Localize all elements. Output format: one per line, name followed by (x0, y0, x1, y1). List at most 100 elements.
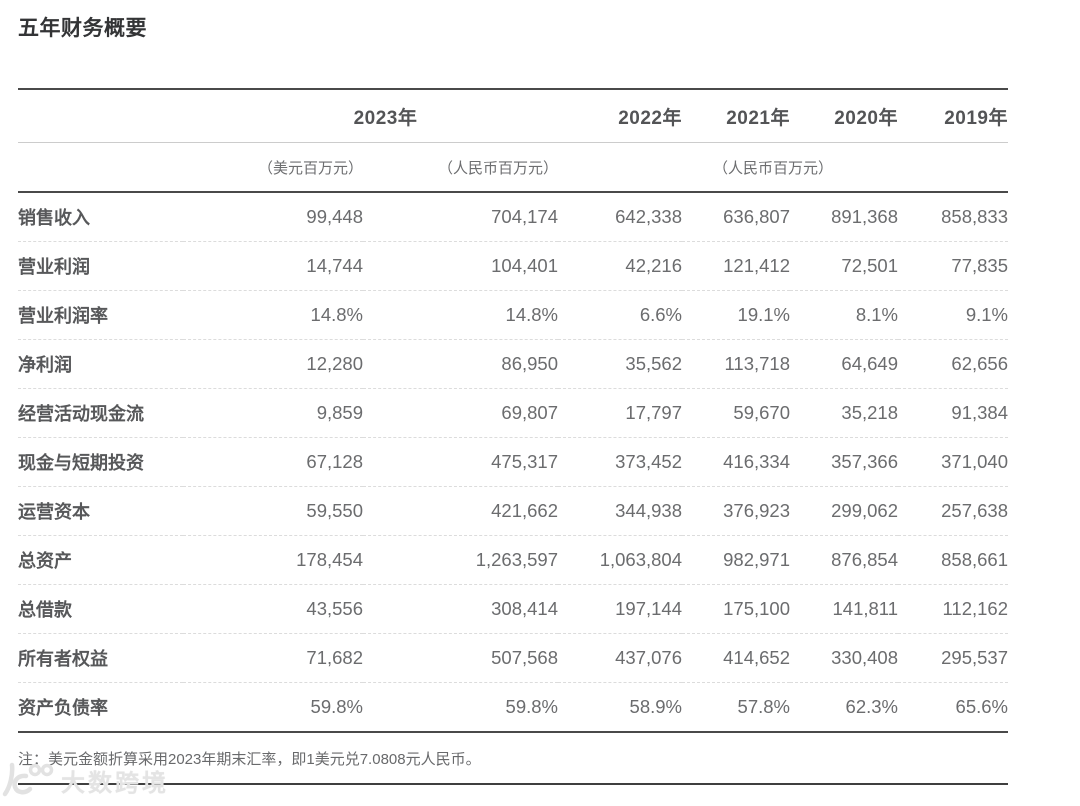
value-cell: 17,797 (558, 388, 682, 438)
table-row: 销售收入 99,448 704,174 642,338 636,807 891,368 85… (18, 192, 1008, 242)
table-row: 净利润 12,280 86,950 35,562 113,718 64,649 62,656 (18, 339, 1008, 389)
value-cell: 72,501 (790, 241, 898, 291)
row-label: 营业利润率 (18, 290, 183, 340)
value-cell: 414,652 (682, 633, 790, 683)
footnote: 注：美元金额折算采用2023年期末汇率，即1美元兑7.0808元人民币。 (18, 751, 481, 768)
value-cell: 704,174 (491, 206, 558, 227)
value-cell: 99,448 (306, 206, 363, 227)
table-header: 2023年 2022年 2021年 2020年 2019年 （美元百万元） （人… (18, 88, 1008, 193)
year-header-2021: 2021年 (682, 88, 790, 143)
value-cell: 373,452 (558, 437, 682, 487)
value-cell: 113,718 (682, 339, 790, 389)
value-cell: 14.8% (363, 290, 558, 340)
value-cell: 371,040 (898, 437, 1008, 487)
value-cell: 62.3% (790, 682, 898, 733)
value-cell: 65.6% (898, 682, 1008, 733)
value-cell: 112,162 (898, 584, 1008, 634)
row-label: 所有者权益 (18, 633, 183, 683)
value-cell: 57.8% (682, 682, 790, 733)
row-label: 运营资本 (18, 486, 183, 536)
value-cell: 141,811 (790, 584, 898, 634)
value-cell: 121,412 (682, 241, 790, 291)
unit-header-rmb-2023: （人民币百万元） (363, 142, 558, 193)
value-cell: 357,366 (790, 437, 898, 487)
value-cell: 1,263,597 (363, 535, 558, 585)
value-cell: 308,414 (363, 584, 558, 634)
table-row: 经营活动现金流 9,859 69,807 17,797 59,670 35,218 91,3… (18, 388, 1008, 438)
value-cell: 475,317 (363, 437, 558, 487)
value-cell: 59,550 (183, 486, 363, 536)
value-cell: 295,537 (898, 633, 1008, 683)
value-cell: 91,384 (898, 388, 1008, 438)
row-label: 总借款 (18, 584, 183, 634)
value-cell: 1,063,804 (558, 535, 682, 585)
table-row: 现金与短期投资 67,128 475,317 373,452 416,334 357,36… (18, 437, 1008, 487)
row-label: 现金与短期投资 (18, 437, 183, 487)
year-header-2019: 2019年 (898, 88, 1008, 143)
value-cell: 9,859 (183, 388, 363, 438)
value-cell: 8.1% (790, 290, 898, 340)
row-label: 营业利润 (18, 241, 183, 291)
unit-header-usd: （美元百万元） (183, 142, 363, 193)
unit-header-rmb-group: （人民币百万元） (558, 142, 1008, 193)
value-cell: 9.1% (898, 290, 1008, 340)
unit-header-row: （美元百万元） （人民币百万元） （人民币百万元） (18, 142, 1008, 193)
value-cell: 77,835 (898, 241, 1008, 291)
empty-unit-cell (18, 142, 183, 193)
value-cell: 421,662 (363, 486, 558, 536)
year-header-2020: 2020年 (790, 88, 898, 143)
value-cell: 64,649 (790, 339, 898, 389)
table-body: 销售收入 99,448 704,174 642,338 636,807 891,368 85… (18, 192, 1008, 733)
value-cell: 376,923 (682, 486, 790, 536)
value-cell: 19.1% (682, 290, 790, 340)
value-cell: 416,334 (682, 437, 790, 487)
row-label: 净利润 (18, 339, 183, 389)
table-row: 营业利润 14,744 104,401 42,216 121,412 72,501 77,8… (18, 241, 1008, 291)
value-cell: 858,661 (898, 535, 1008, 585)
value-cell: 642,338 (615, 206, 682, 227)
value-cell: 62,656 (898, 339, 1008, 389)
value-cell: 59.8% (363, 682, 558, 733)
five-year-financial-table: 2023年 2022年 2021年 2020年 2019年 （美元百万元） （人… (18, 88, 1008, 733)
table-row: 运营资本 59,550 421,662 344,938 376,923 299,062 25… (18, 486, 1008, 536)
value-cell: 43,556 (183, 584, 363, 634)
value-cell: 257,638 (898, 486, 1008, 536)
value-cell: 14.8% (183, 290, 363, 340)
value-cell: 178,454 (183, 535, 363, 585)
value-cell: 59.8% (183, 682, 363, 733)
value-cell: 42,216 (558, 241, 682, 291)
value-cell: 330,408 (790, 633, 898, 683)
empty-corner-cell (18, 88, 183, 143)
value-cell: 104,401 (363, 241, 558, 291)
value-cell: 175,100 (682, 584, 790, 634)
value-cell: 507,568 (363, 633, 558, 683)
table-row: 总借款 43,556 308,414 197,144 175,100 141,811 112… (18, 584, 1008, 634)
value-cell: 982,971 (682, 535, 790, 585)
value-cell: 6.6% (558, 290, 682, 340)
row-label: 销售收入 (18, 208, 90, 228)
page-title: 五年财务概要 (18, 17, 147, 40)
value-cell: 891,368 (831, 206, 898, 227)
value-cell: 12,280 (183, 339, 363, 389)
year-header-row: 2023年 2022年 2021年 2020年 2019年 (18, 88, 1008, 143)
value-cell: 59,670 (682, 388, 790, 438)
value-cell: 58.9% (558, 682, 682, 733)
value-cell: 67,128 (183, 437, 363, 487)
table-row: 资产负债率 59.8% 59.8% 58.9% 57.8% 62.3% 65.6% (18, 682, 1008, 733)
bottom-divider (18, 783, 1008, 785)
value-cell: 35,562 (558, 339, 682, 389)
table-row: 所有者权益 71,682 507,568 437,076 414,652 330,408 2… (18, 633, 1008, 683)
value-cell: 876,854 (790, 535, 898, 585)
value-cell: 35,218 (790, 388, 898, 438)
value-cell: 299,062 (790, 486, 898, 536)
value-cell: 71,682 (183, 633, 363, 683)
year-header-2023: 2023年 (183, 88, 558, 143)
table-row: 总资产 178,454 1,263,597 1,063,804 982,971 876,8… (18, 535, 1008, 585)
value-cell: 636,807 (723, 206, 790, 227)
row-label: 总资产 (18, 535, 183, 585)
value-cell: 344,938 (558, 486, 682, 536)
value-cell: 197,144 (558, 584, 682, 634)
value-cell: 86,950 (363, 339, 558, 389)
value-cell: 14,744 (183, 241, 363, 291)
value-cell: 437,076 (558, 633, 682, 683)
